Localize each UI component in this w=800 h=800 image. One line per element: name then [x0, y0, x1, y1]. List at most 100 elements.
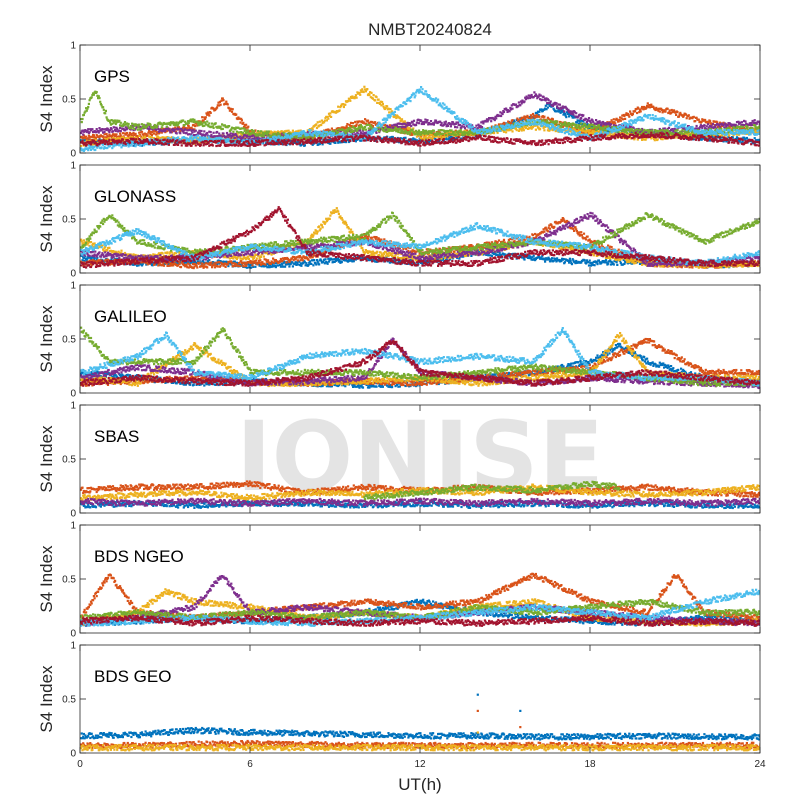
data-point — [636, 138, 639, 141]
data-point — [624, 113, 627, 116]
data-point — [536, 110, 540, 113]
data-point — [622, 129, 625, 132]
data-point — [698, 127, 701, 130]
data-point — [243, 129, 246, 132]
data-point — [148, 135, 151, 138]
data-point — [589, 123, 592, 126]
data-point — [324, 117, 327, 120]
data-point — [606, 121, 609, 124]
data-point — [350, 128, 353, 131]
data-point — [393, 128, 396, 131]
data-point — [354, 140, 357, 143]
data-point — [191, 118, 195, 121]
data-point — [132, 123, 135, 126]
data-point — [134, 145, 137, 148]
data-point — [480, 126, 484, 129]
data-point — [150, 133, 153, 137]
data-point — [743, 124, 746, 127]
data-point — [748, 123, 751, 126]
data-point — [118, 119, 121, 122]
data-point — [585, 121, 588, 124]
data-point — [303, 144, 306, 147]
data-point — [133, 136, 136, 139]
data-point — [421, 131, 424, 135]
data-point — [166, 129, 169, 132]
data-point — [529, 117, 532, 120]
data-point — [366, 133, 370, 136]
data-point — [98, 127, 101, 130]
data-point — [590, 131, 593, 134]
data-point — [410, 133, 413, 136]
data-point — [500, 123, 503, 126]
data-point — [337, 105, 340, 108]
data-point — [682, 114, 685, 117]
data-point — [532, 96, 535, 99]
data-point — [381, 102, 384, 106]
data-point — [739, 121, 742, 124]
data-point — [583, 128, 586, 131]
data-point — [446, 123, 449, 126]
data-point — [624, 130, 627, 133]
data-point — [252, 137, 255, 140]
data-point — [745, 136, 748, 140]
data-point — [429, 138, 433, 141]
data-point — [82, 149, 85, 152]
data-point — [397, 130, 400, 134]
data-point — [693, 132, 696, 135]
data-point — [108, 133, 111, 136]
data-point — [538, 115, 541, 118]
data-point — [536, 112, 539, 115]
data-point — [199, 120, 202, 123]
data-point — [439, 136, 442, 139]
data-point — [437, 133, 440, 136]
data-point — [280, 130, 283, 133]
data-point — [194, 136, 197, 139]
data-point — [145, 141, 149, 145]
data-point — [439, 134, 442, 137]
data-point — [521, 117, 524, 120]
data-point — [193, 128, 196, 131]
data-point — [632, 126, 635, 129]
data-point — [546, 119, 549, 122]
data-point — [750, 123, 753, 127]
data-point — [653, 131, 656, 134]
data-point — [633, 129, 637, 132]
data-point — [587, 133, 590, 136]
data-point — [687, 130, 690, 134]
data-point — [604, 125, 607, 128]
data-point — [136, 124, 139, 127]
data-point — [680, 126, 683, 129]
data-point — [281, 132, 284, 135]
data-point — [105, 128, 108, 132]
data-point — [454, 133, 457, 136]
data-point — [444, 130, 447, 133]
data-point — [364, 88, 367, 91]
data-point — [721, 122, 724, 125]
data-point — [532, 124, 535, 127]
data-point — [741, 140, 744, 143]
data-point — [496, 131, 499, 134]
data-point — [512, 119, 515, 122]
data-point — [80, 131, 83, 135]
data-point — [561, 110, 564, 113]
data-point — [96, 146, 99, 149]
data-point — [482, 122, 485, 125]
data-point — [151, 128, 154, 131]
data-point — [469, 131, 472, 134]
data-point — [751, 119, 754, 123]
data-point — [393, 123, 396, 126]
data-point — [98, 97, 101, 100]
data-point — [559, 111, 562, 114]
data-point — [145, 125, 149, 128]
data-point — [379, 100, 382, 103]
data-point — [211, 135, 214, 138]
data-point — [542, 119, 545, 122]
data-point — [110, 136, 113, 139]
data-point — [359, 129, 362, 132]
data-point — [203, 124, 206, 127]
data-point — [172, 136, 175, 139]
data-point — [85, 107, 88, 110]
data-point — [514, 103, 518, 106]
data-point — [523, 100, 526, 103]
data-point — [240, 119, 243, 122]
